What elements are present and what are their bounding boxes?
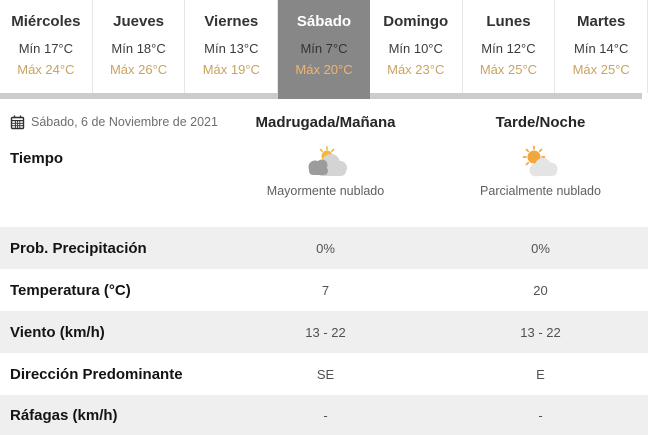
tab-martes[interactable]: Martes Mín 14°C Máx 25°C [555,0,648,93]
tab-max-temp: Máx 19°C [202,62,260,77]
selected-date: Sábado, 6 de Noviembre de 2021 [0,115,218,130]
sun-behind-cloud-icon [517,145,565,181]
table-row-rafagas: Ráfagas (km/h) - - [0,395,648,435]
detail-header-row: Sábado, 6 de Noviembre de 2021 Madrugada… [0,99,648,145]
row-value-morning: - [323,407,328,423]
table-row-direccion-predominante: Dirección Predominante SE E [0,353,648,395]
table-row-viento: Viento (km/h) 13 - 22 13 - 22 [0,311,648,353]
tab-max-temp: Máx 25°C [572,62,630,77]
weather-caption-morning: Mayormente nublado [266,184,385,198]
date-label: Sábado, 6 de Noviembre de 2021 [31,115,218,129]
tab-domingo[interactable]: Domingo Mín 10°C Máx 23°C [370,0,463,93]
row-label: Ráfagas (km/h) [10,406,118,424]
tab-day-label: Sábado [296,13,352,30]
table-row-temperatura: Temperatura (°C) 7 20 [0,269,648,311]
table-row-tiempo: Tiempo [0,145,648,227]
tab-miercoles[interactable]: Miércoles Mín 17°C Máx 24°C [0,0,93,93]
row-value-morning: SE [316,366,335,382]
mostly-cloudy-icon [302,145,350,181]
tab-min-temp: Mín 14°C [574,41,629,56]
tab-day-label: Jueves [113,13,165,30]
row-label: Dirección Predominante [10,365,183,383]
row-value-evening: 20 [533,282,548,298]
table-row-prob-precipitacion: Prob. Precipitación 0% 0% [0,227,648,269]
row-value-morning: 13 - 22 [305,324,346,340]
row-value-evening: 13 - 22 [520,324,561,340]
row-value-morning: 0% [316,240,335,256]
tab-day-label: Miércoles [11,13,81,30]
tab-min-temp: Mín 12°C [481,41,536,56]
tiempo-morning-cell: Mayormente nublado [218,145,433,198]
row-label: Viento (km/h) [10,323,105,341]
row-value-evening: - [538,407,543,423]
tab-min-temp: Mín 17°C [18,41,74,56]
row-value-morning: 7 [321,282,330,298]
tab-max-temp: Máx 26°C [109,62,168,77]
row-value-evening: E [536,366,545,382]
day-tabstrip: Miércoles Mín 17°C Máx 24°C Jueves Mín 1… [0,0,648,99]
tab-day-label: Martes [576,13,626,30]
calendar-icon [10,115,25,130]
tiempo-evening-cell: Parcialmente nublado [433,145,648,198]
tab-day-label: Viernes [204,13,259,30]
tab-lunes[interactable]: Lunes Mín 12°C Máx 25°C [463,0,556,93]
tab-viernes[interactable]: Viernes Mín 13°C Máx 19°C [185,0,279,93]
row-label: Prob. Precipitación [10,239,147,257]
column-header-tarde-noche: Tarde/Noche [495,113,586,131]
tab-max-temp: Máx 20°C [295,62,353,77]
row-value-evening: 0% [531,240,550,256]
column-header-madrugada-manana: Madrugada/Mañana [255,113,396,131]
tab-min-temp: Mín 10°C [388,41,443,56]
tab-max-temp: Máx 25°C [479,62,538,77]
tab-day-label: Lunes [486,13,531,30]
tab-max-temp: Máx 23°C [387,62,445,77]
tab-jueves[interactable]: Jueves Mín 18°C Máx 26°C [93,0,186,93]
tab-min-temp: Mín 13°C [204,41,259,56]
tab-min-temp: Mín 18°C [111,41,166,56]
weather-caption-evening: Parcialmente nublado [480,184,601,198]
tab-sabado-selected[interactable]: Sábado Mín 7°C Máx 20°C [278,0,370,99]
tab-min-temp: Mín 7°C [300,41,348,56]
tab-max-temp: Máx 24°C [17,62,75,77]
tab-day-label: Domingo [383,13,449,30]
row-label: Tiempo [10,150,64,167]
row-label: Temperatura (°C) [10,281,131,299]
